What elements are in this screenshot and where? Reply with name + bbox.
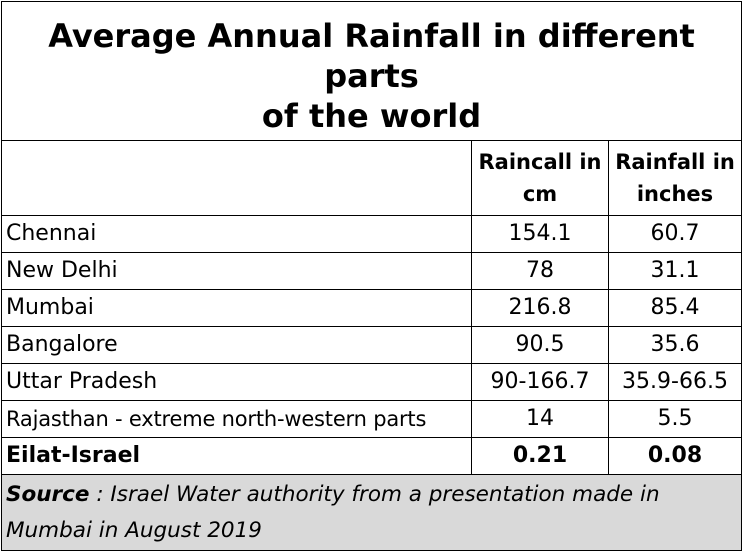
table-row: Chennai 154.1 60.7 — [1, 215, 742, 253]
table-row: Uttar Pradesh 90-166.7 35.9-66.5 — [1, 363, 742, 401]
place-cell: New Delhi — [1, 252, 472, 290]
cm-cell: 14 — [471, 400, 609, 438]
place-cell: Eilat-Israel — [1, 437, 472, 475]
inches-cell: 35.9-66.5 — [607, 363, 742, 401]
table-row-highlight: Eilat-Israel 0.21 0.08 — [1, 437, 742, 475]
table-row: Bangalore 90.5 35.6 — [1, 326, 742, 364]
table-title: Average Annual Rainfall in different par… — [0, 1, 742, 141]
header-cm-line-2: cm — [522, 182, 558, 206]
place-cell: Bangalore — [1, 326, 472, 364]
header-inches: Rainfall in inches — [607, 140, 742, 216]
cm-cell: 216.8 — [471, 289, 609, 327]
place-cell: Rajasthan - extreme north-western parts — [1, 400, 472, 438]
cm-cell: 78 — [471, 252, 609, 290]
cm-cell: 90-166.7 — [471, 363, 609, 401]
header-place — [1, 140, 472, 216]
source-text: : Israel Water authority from a presenta… — [6, 482, 660, 543]
source-note: Source : Israel Water authority from a p… — [0, 474, 742, 551]
cm-cell: 154.1 — [471, 215, 609, 253]
place-cell: Uttar Pradesh — [1, 363, 472, 401]
inches-cell: 85.4 — [607, 289, 742, 327]
title-row: Average Annual Rainfall in different par… — [0, 1, 742, 141]
header-cm-line-1: Raincall in — [478, 150, 602, 174]
inches-cell: 60.7 — [607, 215, 742, 253]
table-row: New Delhi 78 31.1 — [1, 252, 742, 290]
inches-cell: 5.5 — [607, 400, 742, 438]
table-row: Mumbai 216.8 85.4 — [1, 289, 742, 327]
source-row: Source : Israel Water authority from a p… — [0, 474, 742, 551]
place-cell: Mumbai — [1, 289, 472, 327]
inches-cell: 35.6 — [607, 326, 742, 364]
header-inches-line-1: Rainfall in — [615, 150, 735, 174]
inches-cell: 31.1 — [607, 252, 742, 290]
header-cm: Raincall in cm — [471, 140, 609, 216]
inches-cell: 0.08 — [607, 437, 742, 475]
cm-cell: 0.21 — [471, 437, 609, 475]
header-inches-line-2: inches — [636, 182, 714, 206]
table-row: Rajasthan - extreme north-western parts … — [1, 400, 742, 438]
cm-cell: 90.5 — [471, 326, 609, 364]
place-cell: Chennai — [1, 215, 472, 253]
source-label: Source — [6, 482, 90, 507]
title-line-1: Average Annual Rainfall in different par… — [48, 17, 695, 95]
header-row: Raincall in cm Rainfall in inches — [1, 140, 742, 216]
title-line-2: of the world — [261, 97, 482, 135]
